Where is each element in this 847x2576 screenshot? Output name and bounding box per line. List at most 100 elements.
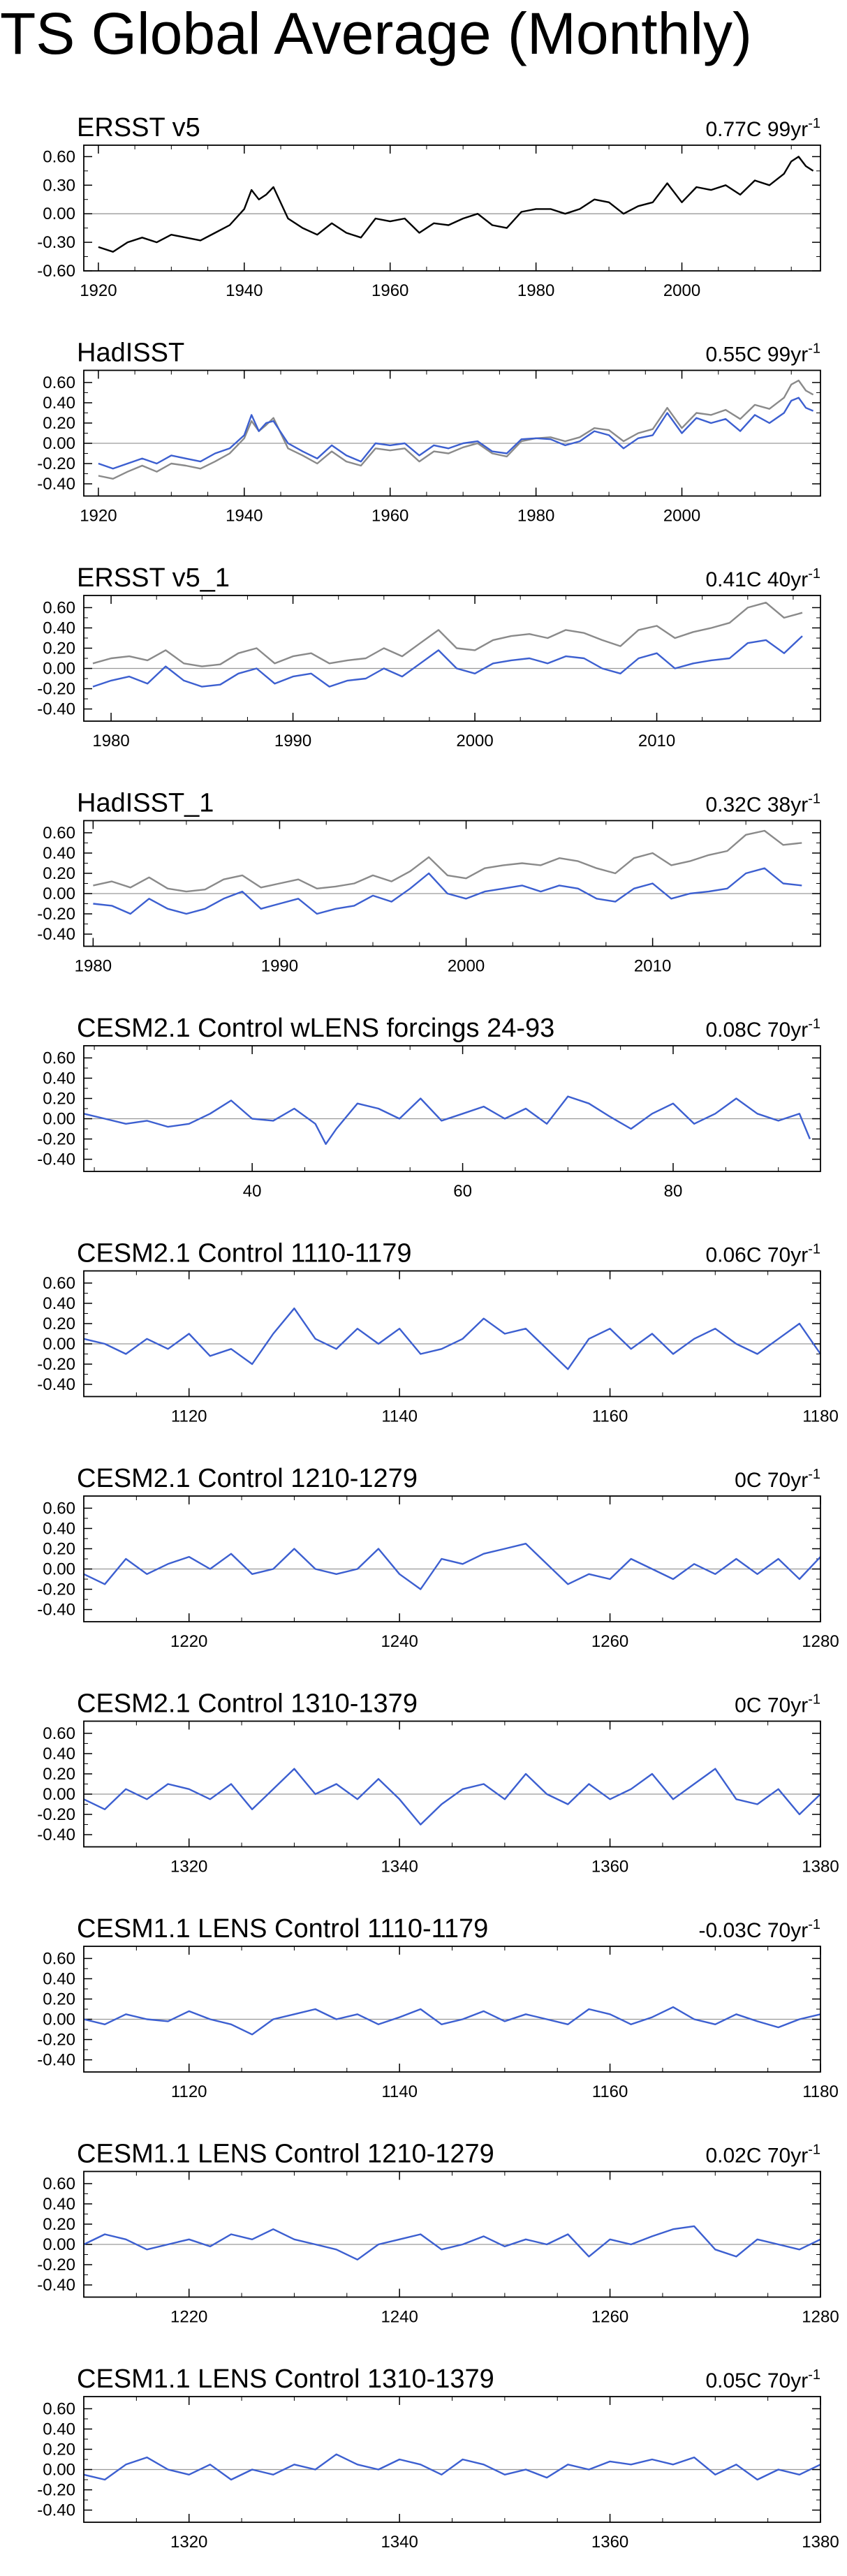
chart-title: CESM1.1 LENS Control 1210-1279 <box>77 2140 494 2169</box>
x-tick-label: 1180 <box>802 2082 839 2101</box>
x-tick-label: 2000 <box>456 732 493 750</box>
trend-label: -0.03C 70yr-1 <box>698 1917 820 1942</box>
chart-panel: CESM2.1 Control wLENS forcings 24-93 0.08… <box>37 1014 821 1201</box>
y-tick-label: 0.20 <box>43 1539 75 1558</box>
series-line <box>83 1542 821 1590</box>
chart-panel: HadISST_1 0.32C 38yr-1 0.600.400.200.00 -0.… <box>37 789 821 976</box>
x-tick-label: 1160 <box>592 1407 628 1426</box>
y-tick-label: 0.20 <box>43 1765 75 1784</box>
trend-exponent: -1 <box>808 1692 820 1708</box>
trend-label: 0.06C 70yr-1 <box>705 1242 820 1267</box>
series-line <box>98 397 814 470</box>
series-line <box>83 1307 821 1370</box>
x-tick-label: 1120 <box>171 2082 207 2101</box>
trend-label: 0.32C 38yr-1 <box>705 792 820 817</box>
y-tick-label: 0.00 <box>43 2461 75 2480</box>
x-tick-label: 1180 <box>802 1407 839 1426</box>
x-tick-label: 1980 <box>517 281 554 300</box>
main-title: TS Global Average (Monthly) <box>0 1 752 66</box>
series-line <box>93 829 802 893</box>
trend-value: 0.06C 70yr <box>705 1244 808 1267</box>
y-tick-label: 0.60 <box>43 1724 75 1743</box>
series-line <box>92 602 803 667</box>
y-tick-label: -0.20 <box>37 2481 75 2500</box>
x-tick-label: 1140 <box>381 1407 418 1426</box>
y-tick-label: 0.60 <box>43 147 75 166</box>
y-tick-label: 0.00 <box>43 660 75 679</box>
series-line <box>98 379 814 480</box>
chart-title: CESM2.1 Control wLENS forcings 24-93 <box>77 1014 554 1043</box>
x-tick-label: 1980 <box>517 507 554 526</box>
trend-label: 0.41C 40yr-1 <box>705 566 820 591</box>
trend-exponent: -1 <box>808 1917 820 1932</box>
y-tick-label: -0.20 <box>37 1581 75 1599</box>
trend-exponent: -1 <box>808 2367 820 2383</box>
y-tick-label: -0.20 <box>37 680 75 699</box>
y-tick-label: 0.20 <box>43 414 75 433</box>
y-tick-label: 0.60 <box>43 1274 75 1293</box>
plot-frame <box>83 369 821 497</box>
x-tick-label: 2000 <box>448 957 485 976</box>
y-tick-label: 0.00 <box>43 434 75 453</box>
plot-frame <box>83 1946 821 2073</box>
series-line <box>83 2006 821 2036</box>
x-tick-label: 2010 <box>634 957 671 976</box>
series-line <box>83 2453 821 2481</box>
x-tick-label: 1980 <box>92 732 129 750</box>
y-tick-label: -0.20 <box>37 454 75 473</box>
y-tick-label: 0.00 <box>43 1335 75 1354</box>
x-tick-label: 1240 <box>381 2308 418 2327</box>
y-tick-label: 0.00 <box>43 1560 75 1579</box>
y-tick-label: 0.30 <box>43 176 75 195</box>
y-tick-label: 0.60 <box>43 373 75 392</box>
y-tick-label: 0.40 <box>43 1294 75 1313</box>
x-tick-label: 1260 <box>591 1632 628 1651</box>
y-tick-label: 0.40 <box>43 619 75 637</box>
trend-exponent: -1 <box>808 116 820 131</box>
y-tick-label: -0.20 <box>37 2031 75 2050</box>
y-tick-label: 0.40 <box>43 2195 75 2214</box>
x-tick-label: 80 <box>664 1182 683 1201</box>
y-tick-label: 0.40 <box>43 394 75 413</box>
y-tick-label: 0.20 <box>43 1990 75 2008</box>
trend-value: 0.41C 40yr <box>705 568 808 591</box>
plot-frame <box>83 820 821 947</box>
x-tick-label: 1140 <box>381 2082 418 2101</box>
chart-title: ERSST v5_1 <box>77 563 230 593</box>
x-tick-label: 1320 <box>170 1858 207 1877</box>
y-tick-label: 0.20 <box>43 1089 75 1108</box>
y-tick-label: 0.40 <box>43 2420 75 2438</box>
x-tick-label: 1340 <box>381 2533 418 2552</box>
plot-frame <box>83 1045 821 1172</box>
y-tick-label: 0.60 <box>43 1499 75 1518</box>
x-tick-label: 2010 <box>638 732 675 750</box>
chart-panel: CESM2.1 Control 1210-1279 0C 70yr-10.600.… <box>37 1464 839 1651</box>
y-tick-label: 0.20 <box>43 639 75 658</box>
series-line <box>98 156 814 253</box>
plot-frame <box>83 595 821 722</box>
y-tick-label: 0.40 <box>43 1519 75 1538</box>
y-tick-label: 0.40 <box>43 1969 75 1988</box>
x-tick-label: 2000 <box>663 507 700 526</box>
trend-value: 0C 70yr <box>735 1469 808 1492</box>
x-tick-label: 1120 <box>171 1407 207 1426</box>
x-tick-label: 1940 <box>226 281 263 300</box>
series-line <box>83 1768 821 1826</box>
x-tick-label: 1320 <box>170 2533 207 2552</box>
trend-value: 0C 70yr <box>735 1694 808 1717</box>
plot-frame <box>83 1720 821 1848</box>
series-line <box>93 867 802 915</box>
trend-exponent: -1 <box>808 2142 820 2158</box>
y-tick-label: -0.40 <box>37 925 75 944</box>
chart-title: CESM1.1 LENS Control 1110-1179 <box>77 1914 488 1944</box>
x-tick-label: 60 <box>453 1182 472 1201</box>
trend-label: 0C 70yr-1 <box>735 1692 820 1717</box>
y-tick-label: 0.20 <box>43 2215 75 2234</box>
plot-frame <box>83 145 821 272</box>
x-tick-label: 1980 <box>75 957 112 976</box>
plot-frame <box>83 1495 821 1622</box>
series-line <box>92 635 803 688</box>
y-tick-label: 0.00 <box>43 2011 75 2029</box>
x-tick-label: 1360 <box>591 2533 628 2552</box>
